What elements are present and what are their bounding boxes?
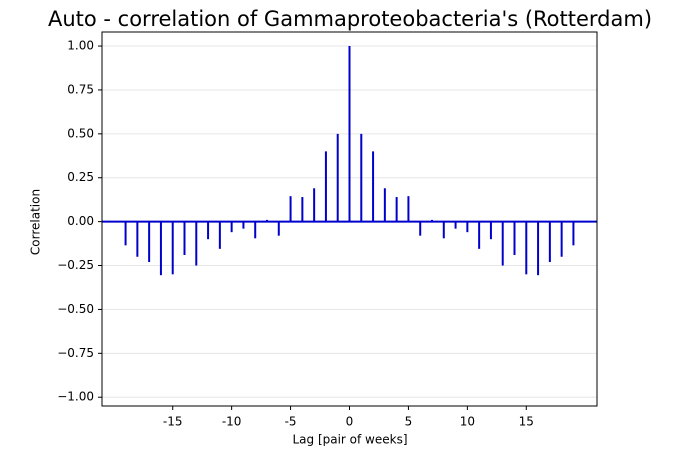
y-tick-label: −0.50 bbox=[57, 302, 94, 316]
x-tick-label: 10 bbox=[460, 415, 475, 429]
y-tick-label: 0.75 bbox=[67, 82, 94, 96]
chart-title: Auto - correlation of Gammaproteobacteri… bbox=[48, 7, 652, 31]
y-tick-label: 1.00 bbox=[67, 39, 94, 53]
y-tick-label: 0.50 bbox=[67, 126, 94, 140]
y-tick-label: −0.75 bbox=[57, 346, 94, 360]
x-axis-label: Lag [pair of weeks] bbox=[292, 433, 407, 447]
y-tick-label: −0.25 bbox=[57, 258, 94, 272]
y-tick-label: −1.00 bbox=[57, 390, 94, 404]
y-tick-label: 0.00 bbox=[67, 214, 94, 228]
x-tick-label: -15 bbox=[163, 415, 183, 429]
x-tick-label: 15 bbox=[519, 415, 534, 429]
x-tick-label: 5 bbox=[405, 415, 413, 429]
x-tick-label: -5 bbox=[285, 415, 297, 429]
plot-frame bbox=[101, 31, 598, 407]
y-tick-label: 0.25 bbox=[67, 170, 94, 184]
x-tick-label: -10 bbox=[222, 415, 242, 429]
x-tick-label: 0 bbox=[346, 415, 354, 429]
y-axis-label: Correlation bbox=[29, 189, 43, 255]
